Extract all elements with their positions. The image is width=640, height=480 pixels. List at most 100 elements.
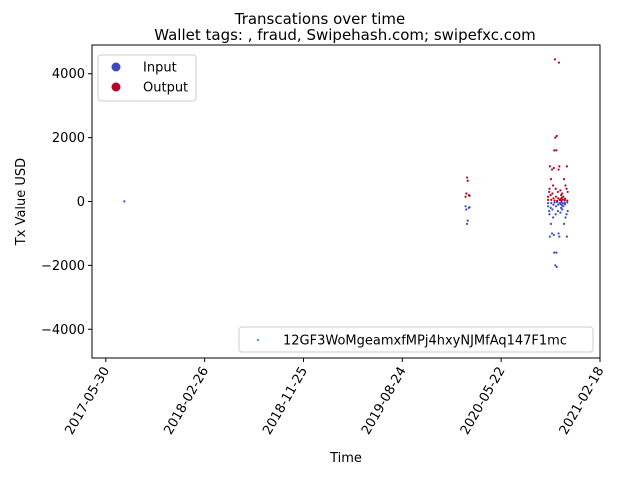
input-point [546, 205, 550, 208]
output-point [559, 189, 562, 192]
output-point [560, 199, 563, 202]
output-point [549, 178, 553, 181]
legend-label: Output [143, 81, 188, 96]
y-tick-label: 0 [77, 195, 85, 210]
output-point [555, 134, 558, 138]
x-tick-label: 2021-02-18 [557, 365, 608, 438]
input-point [550, 232, 554, 235]
input-point [123, 200, 126, 203]
input-point [561, 208, 564, 211]
y-axis-label: Tx Value USD [14, 158, 29, 246]
input-point [560, 206, 563, 209]
input-point [552, 216, 555, 219]
input-point [554, 264, 557, 267]
output-point [565, 187, 568, 190]
legend-marker [111, 62, 121, 72]
legend-marker [111, 82, 121, 92]
output-point [557, 197, 560, 200]
output-point [468, 194, 471, 197]
input-point [553, 251, 556, 254]
output-point [551, 192, 554, 195]
input-point [468, 206, 471, 209]
legend-wallet-box [238, 326, 594, 353]
legend-wallet: 12GF3WoMgeamxfMPj4hxyNJMfAq147F1mc [238, 326, 594, 353]
output-point [550, 168, 554, 171]
input-point [566, 201, 569, 204]
output-point [554, 195, 558, 198]
input-point [464, 205, 467, 208]
input-point [552, 233, 555, 237]
chart-title: Transcations over time [234, 10, 406, 28]
input-point [556, 209, 559, 213]
input-point [548, 235, 551, 238]
output-point [555, 149, 558, 152]
output-point [564, 197, 567, 200]
x-tick-label: 2018-11-25 [260, 365, 311, 438]
input-point [551, 208, 554, 211]
data-points [123, 58, 569, 269]
output-point [552, 197, 555, 200]
legend-direction-box [97, 54, 197, 102]
input-point [565, 213, 568, 216]
output-point [556, 199, 559, 202]
output-point [561, 192, 564, 195]
legend-label: 12GF3WoMgeamxfMPj4hxyNJMfAq147F1mc [283, 334, 567, 349]
output-point [552, 184, 555, 187]
legend-marker [256, 338, 260, 342]
x-axis: 2017-05-30 2018-02-26 2018-11-25 2019-08-24… [63, 358, 608, 438]
output-point [548, 165, 551, 168]
output-point [466, 179, 469, 182]
output-point [552, 166, 555, 170]
input-point [559, 211, 562, 214]
y-axis: −4000 −2000 0 2000 4000 [41, 67, 92, 338]
x-tick-label: 2017-05-30 [63, 365, 114, 438]
input-point [548, 209, 551, 213]
input-point [557, 203, 560, 206]
y-tick-label: 4000 [52, 67, 85, 82]
output-point [553, 199, 556, 202]
y-tick-label: −2000 [41, 259, 85, 274]
x-axis-label: Time [329, 451, 362, 466]
input-point [564, 216, 567, 219]
input-point [562, 205, 565, 208]
output-point [565, 165, 569, 168]
output-point [464, 195, 467, 198]
x-tick-label: 2018-02-26 [161, 365, 212, 438]
output-point [546, 198, 550, 201]
input-point [555, 251, 558, 254]
y-tick-label: −4000 [41, 323, 85, 338]
output-point [556, 190, 559, 194]
input-point [562, 222, 566, 225]
legend-label: Input [143, 61, 177, 76]
output-point [548, 187, 551, 190]
output-point [561, 198, 565, 201]
output-point [546, 195, 550, 198]
input-point [557, 232, 560, 235]
input-point [546, 202, 550, 205]
input-point [553, 201, 556, 204]
output-point [553, 149, 556, 152]
input-point [561, 202, 565, 205]
output-point [553, 58, 557, 61]
input-point [558, 235, 561, 238]
input-point [549, 206, 552, 209]
output-point [558, 165, 561, 168]
input-point [548, 213, 551, 216]
output-point [564, 184, 567, 187]
x-tick-label: 2020-05-22 [458, 365, 509, 438]
input-point [552, 203, 555, 206]
input-point [550, 202, 553, 205]
input-point [555, 265, 558, 269]
output-point [560, 194, 563, 197]
output-point [566, 199, 569, 202]
output-point [550, 198, 553, 201]
y-tick-label: 2000 [52, 131, 85, 146]
input-point [566, 209, 569, 213]
output-point [557, 168, 560, 171]
input-point [465, 208, 468, 211]
input-point [466, 219, 469, 222]
x-tick-label: 2019-08-24 [359, 365, 410, 438]
output-point [562, 195, 565, 198]
input-point [565, 235, 569, 238]
